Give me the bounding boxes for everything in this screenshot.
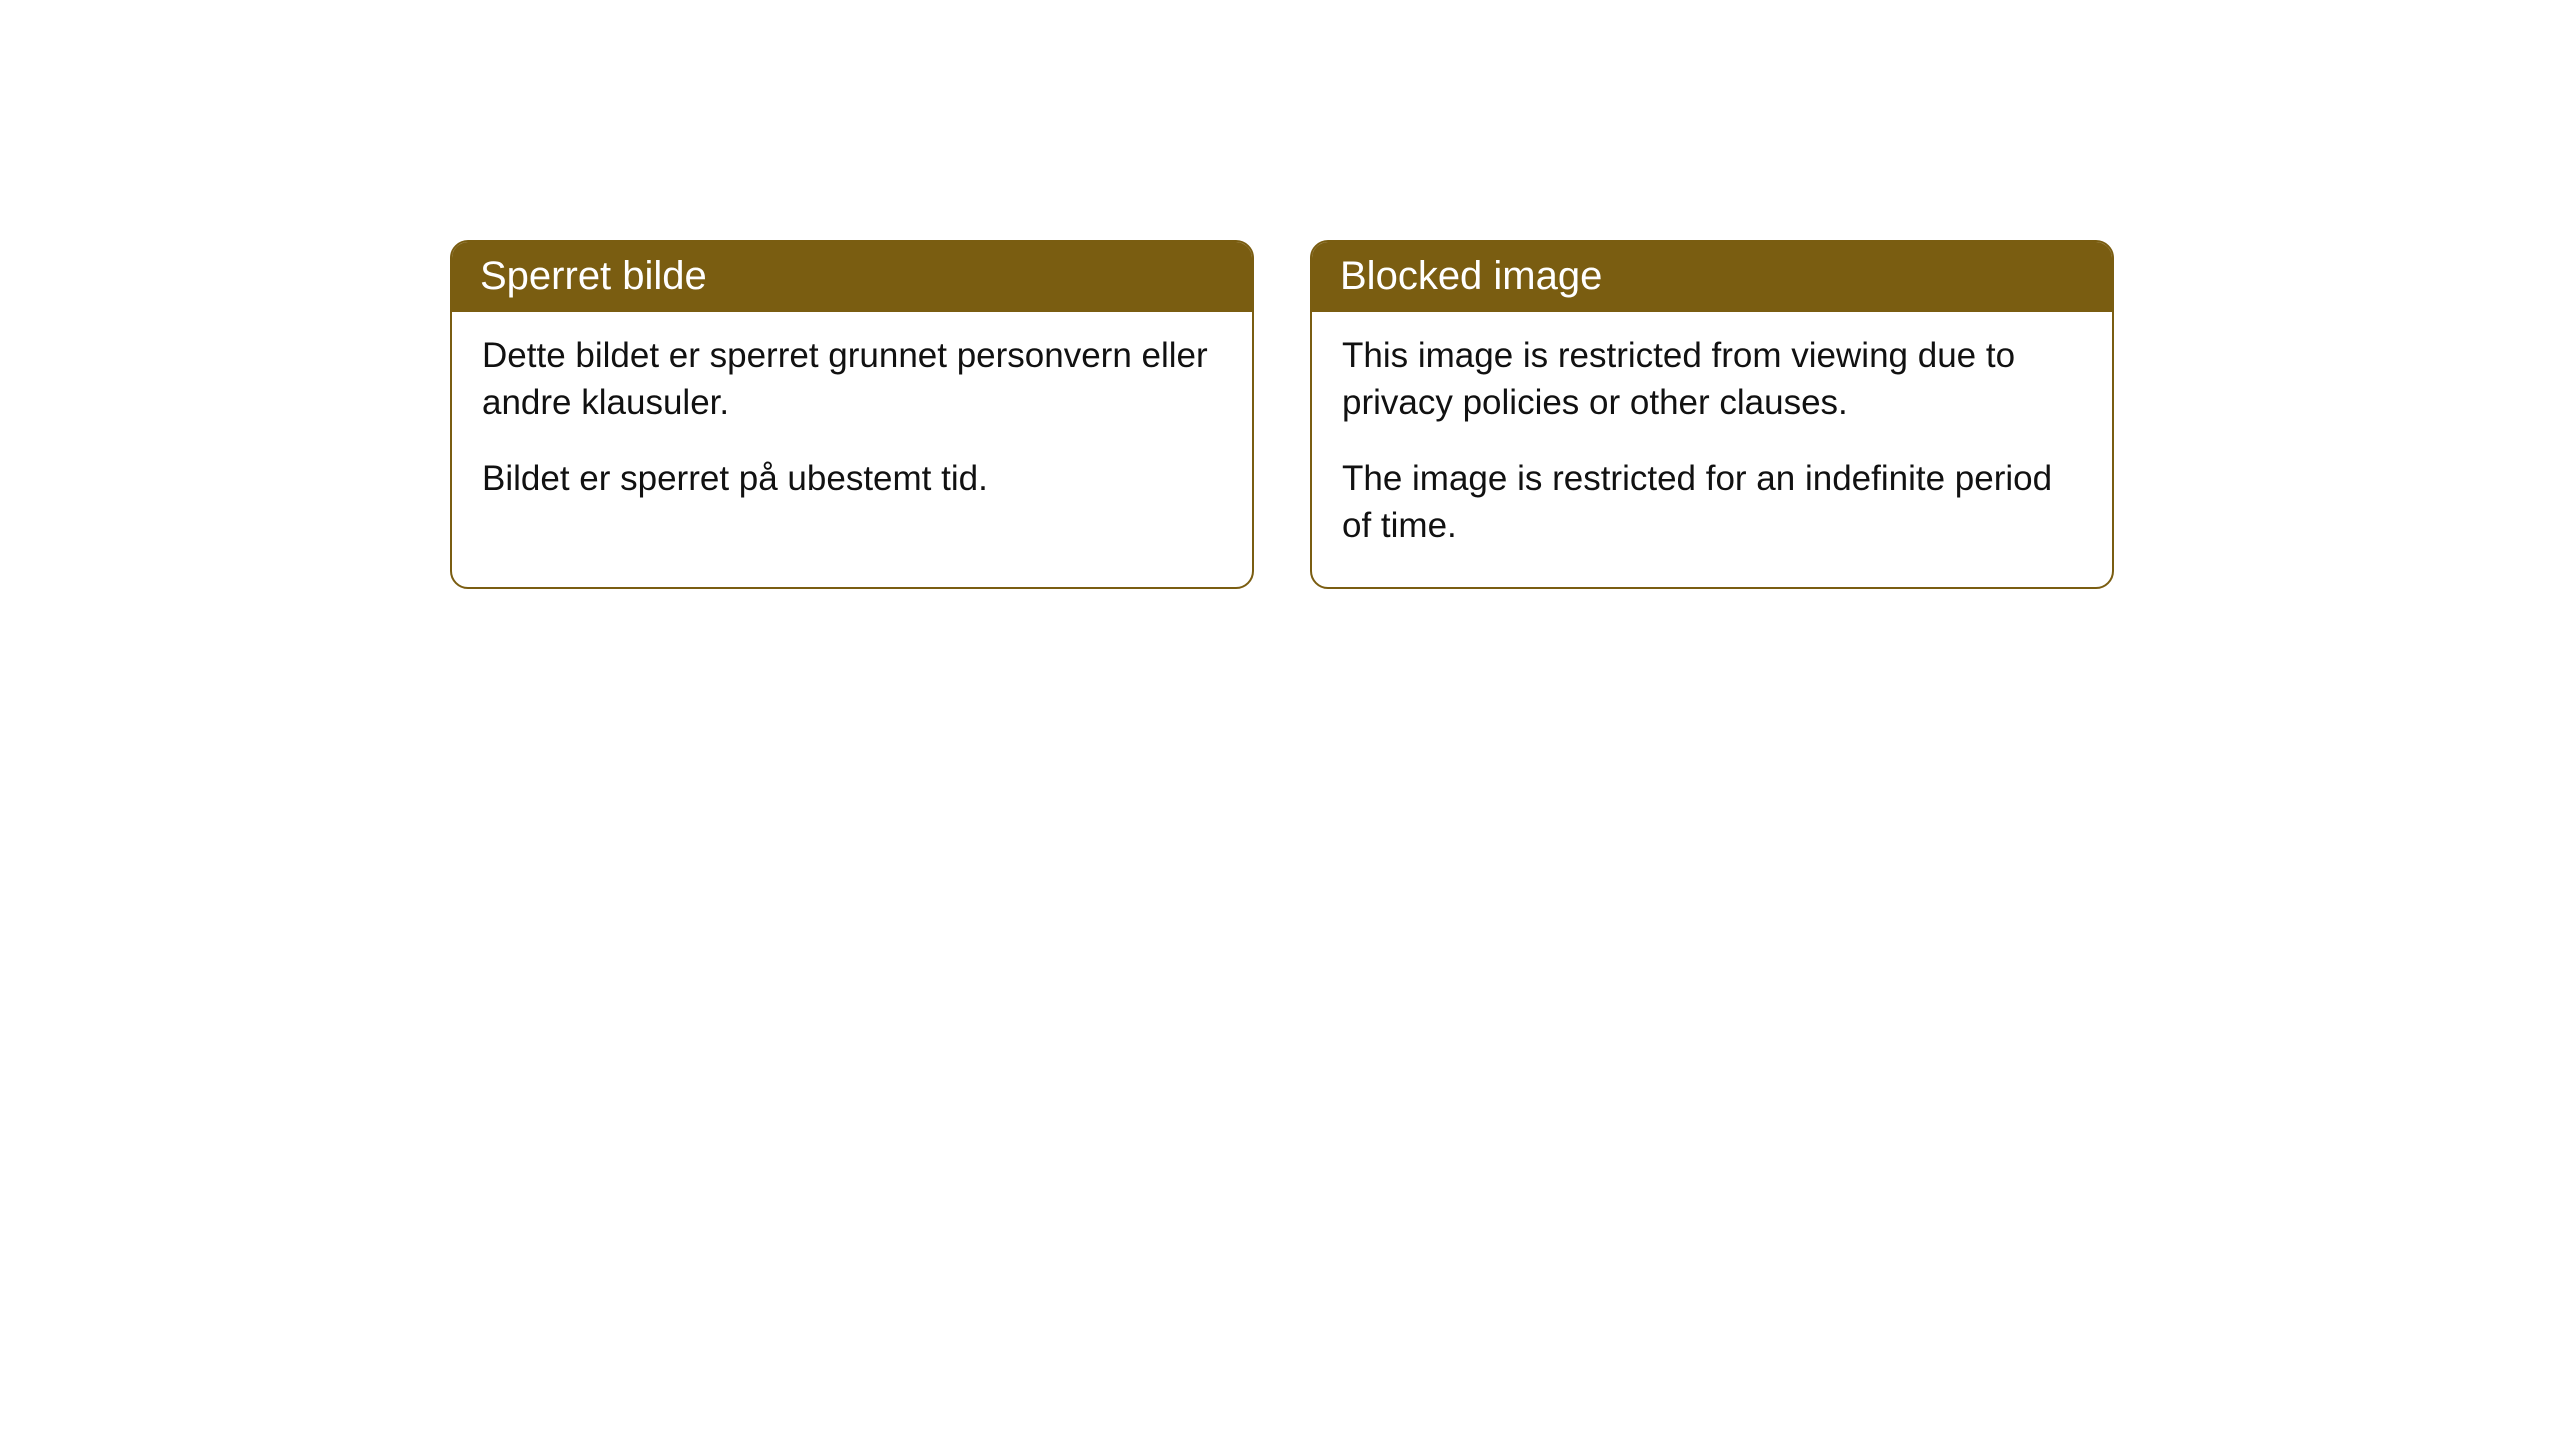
card-title: Sperret bilde — [480, 254, 707, 298]
card-body: Dette bildet er sperret grunnet personve… — [452, 312, 1252, 540]
notice-card-norwegian: Sperret bilde Dette bildet er sperret gr… — [450, 240, 1254, 589]
card-paragraph: This image is restricted from viewing du… — [1342, 332, 2082, 427]
card-title: Blocked image — [1340, 254, 1602, 298]
card-header: Sperret bilde — [452, 242, 1252, 312]
notice-cards-container: Sperret bilde Dette bildet er sperret gr… — [450, 240, 2114, 589]
notice-card-english: Blocked image This image is restricted f… — [1310, 240, 2114, 589]
card-paragraph: The image is restricted for an indefinit… — [1342, 455, 2082, 550]
card-paragraph: Bildet er sperret på ubestemt tid. — [482, 455, 1222, 502]
card-paragraph: Dette bildet er sperret grunnet personve… — [482, 332, 1222, 427]
card-header: Blocked image — [1312, 242, 2112, 312]
card-body: This image is restricted from viewing du… — [1312, 312, 2112, 587]
